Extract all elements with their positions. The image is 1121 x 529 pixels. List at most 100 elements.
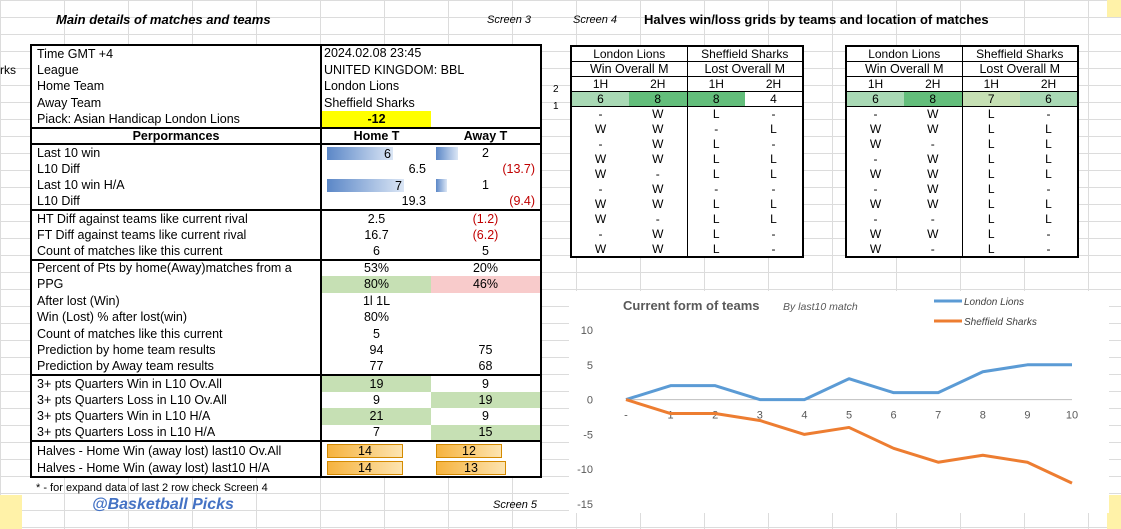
footnote: * - for expand data of last 2 row check …: [36, 482, 268, 494]
perf-home: 94: [369, 343, 384, 358]
halves-grid-2: London Lions Sheffield Sharks Win Overall…: [845, 45, 1079, 258]
grid-cell: L: [987, 197, 995, 211]
grid-cell: W: [904, 106, 963, 122]
perf-label: Count of matches like this current: [31, 325, 322, 342]
grid-cell: W: [869, 122, 882, 136]
perf-home: 14: [327, 460, 403, 475]
grid-total: 6: [846, 91, 904, 107]
halves-title: Halves win/loss grids by teams and locat…: [644, 12, 989, 27]
grid-cell: L: [712, 107, 720, 122]
legend-label: Sheffield Sharks: [964, 317, 1037, 328]
series-line-london-lions: [625, 363, 1072, 402]
x-tick-label: 8: [980, 410, 986, 422]
perf-away: 9: [482, 409, 489, 424]
y-tick-label: -10: [577, 464, 593, 476]
grid-total: 8: [904, 91, 963, 107]
x-tick-label: 1: [668, 410, 674, 422]
performances-header: Perpormances: [31, 127, 322, 144]
grid-cell: W: [594, 241, 607, 256]
perf-label: Percent of Pts by home(Away)matches from…: [31, 259, 322, 276]
grid-cell: L: [712, 197, 720, 211]
brand-link[interactable]: @Basketball Picks: [92, 496, 234, 513]
legend-label: London Lions: [964, 297, 1024, 308]
grid-cell: -: [904, 241, 963, 257]
grid-cell: W: [594, 152, 607, 166]
grid-cell: W: [869, 137, 882, 151]
grid-cell: W: [869, 167, 882, 181]
row-number: 2: [553, 84, 559, 95]
grid-cell: -: [904, 136, 963, 152]
perf-home: 19.3: [401, 194, 426, 209]
grid-cell: -: [598, 107, 603, 122]
grid-cell: L: [987, 122, 995, 136]
screen3-label: Screen 3: [487, 14, 532, 26]
perf-home: 53%: [363, 261, 390, 276]
perf-away: (6.2): [472, 227, 499, 242]
main-title: Main details of matches and teams: [56, 12, 271, 27]
perf-home: 14: [327, 444, 403, 458]
grid-cell: L: [770, 167, 777, 181]
perf-label: Last 10 win: [31, 144, 322, 161]
grid-cell: L: [987, 137, 995, 151]
perf-label: HT Diff against teams like current rival: [31, 210, 322, 227]
perf-away: (13.7): [502, 161, 535, 176]
grid-total: 6: [571, 91, 629, 107]
grid-sub-header: Win Overall M: [571, 61, 688, 77]
x-tick-label: 2: [712, 410, 718, 422]
grid-cell: W: [629, 106, 688, 122]
grid-cell: -: [904, 211, 963, 227]
grid-cell: W: [904, 226, 963, 242]
grid-cell: -: [771, 137, 776, 151]
grid-cell: W: [594, 212, 607, 226]
perf-label: After lost (Win): [31, 292, 322, 309]
grid-cell: W: [629, 196, 688, 212]
perf-away: 2: [482, 145, 489, 160]
row-number: 1: [553, 101, 559, 112]
x-tick-label: 10: [1066, 410, 1078, 422]
perf-label: 3+ pts Quarters Loss in L10 Ov.All: [31, 391, 322, 408]
grid-cell: L: [987, 227, 995, 241]
perf-home: 16.7: [364, 227, 389, 242]
time-label: Time GMT +4: [31, 45, 322, 62]
y-tick-label: -15: [577, 499, 593, 511]
y-tick-label: 10: [581, 325, 593, 337]
grid-cell: -: [771, 241, 776, 256]
perf-away: 75: [478, 343, 493, 358]
y-tick-label: -5: [583, 429, 593, 441]
perf-home: 80%: [321, 276, 431, 293]
perf-label: 3+ pts Quarters Loss in L10 H/A: [31, 424, 322, 441]
grid-team-name: Sheffield Sharks: [701, 47, 789, 61]
x-tick-label: 9: [1024, 410, 1030, 422]
grid-cell: W: [594, 167, 607, 181]
perf-away: 5: [482, 243, 489, 258]
grid-cell: -: [771, 182, 776, 196]
grid-cell: W: [629, 151, 688, 167]
perf-away: 20%: [472, 261, 499, 276]
perf-label: 3+ pts Quarters Win in L10 Ov.All: [31, 375, 322, 392]
half-label: 1H: [983, 77, 999, 91]
perf-label: Halves - Home Win (away lost) last10 Ov.…: [31, 441, 322, 460]
perf-home: 6: [384, 146, 391, 161]
perf-home: 80%: [363, 310, 390, 325]
league-label: League: [31, 61, 322, 78]
perf-home: 7: [395, 179, 402, 194]
x-tick-label: 7: [935, 410, 941, 422]
grid-total: 7: [962, 91, 1020, 107]
grid-cell: L: [712, 137, 720, 151]
grid-total: 4: [770, 92, 777, 106]
grid-total: 6: [1020, 91, 1078, 107]
perf-away: 46%: [431, 276, 541, 293]
chart-subtitle: By last10 match: [783, 301, 858, 313]
grid-cell: L: [987, 182, 995, 196]
grid-cell: W: [869, 227, 882, 241]
perf-away: 15: [431, 424, 541, 441]
grid-cell: L: [1045, 137, 1052, 151]
main-details-table: Time GMT +4 2024.02.08 23:45 League UNITED…: [30, 44, 542, 478]
grid-cell: L: [770, 197, 777, 211]
pick-label: Piack: Asian Handicap London Lions: [31, 111, 322, 128]
grid-cell: -: [771, 107, 776, 122]
grid-cell: L: [770, 122, 777, 136]
perf-home: 5: [373, 326, 380, 341]
x-tick-label: 6: [891, 410, 897, 422]
halves-grid-1: London Lions Sheffield Sharks Win Overall…: [570, 45, 804, 258]
